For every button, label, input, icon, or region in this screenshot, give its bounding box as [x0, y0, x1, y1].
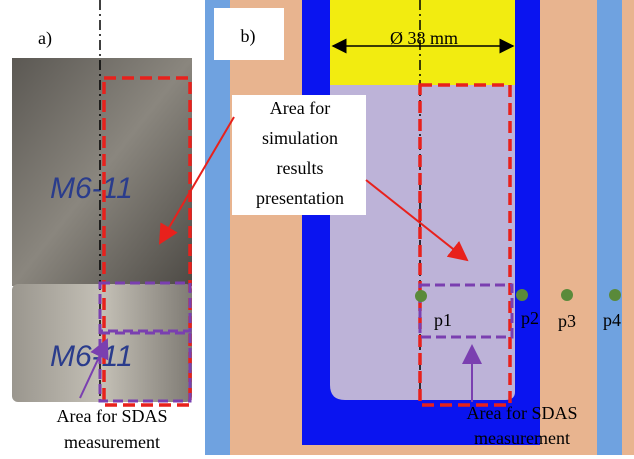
- dimension-label: Ø 38 mm: [390, 28, 458, 48]
- cooling-channel: [597, 0, 622, 455]
- point: [561, 289, 573, 301]
- sdas-label: measurement: [474, 428, 570, 448]
- figure: a) M6-11 M6-11 Area for SDAS measurement…: [0, 0, 634, 459]
- cooling-channel: [205, 0, 230, 455]
- callout-text: simulation: [262, 128, 338, 148]
- sdas-label: measurement: [64, 432, 160, 452]
- panel-label: b): [241, 26, 256, 47]
- panel-a: a) M6-11 M6-11 Area for SDAS measurement: [12, 0, 192, 452]
- point-label: p4: [603, 310, 621, 330]
- photo-mark: M6-11: [50, 340, 133, 373]
- panel-label: a): [38, 28, 52, 49]
- point-label: p1: [434, 310, 452, 330]
- point: [609, 289, 621, 301]
- point: [415, 290, 427, 302]
- point-label: p3: [558, 311, 576, 331]
- point-label: p2: [521, 308, 539, 328]
- photo-mark: M6-11: [50, 172, 133, 205]
- panel-b: b) Ø 38 mm p1 p2 p3 p4 Area for SDAS mea…: [205, 0, 634, 455]
- callout-text: presentation: [256, 188, 344, 208]
- point: [516, 289, 528, 301]
- sdas-label: Area for SDAS: [467, 403, 578, 423]
- callout-text: Area for: [270, 98, 330, 118]
- sdas-label: Area for SDAS: [57, 406, 168, 426]
- callout-text: results: [277, 158, 324, 178]
